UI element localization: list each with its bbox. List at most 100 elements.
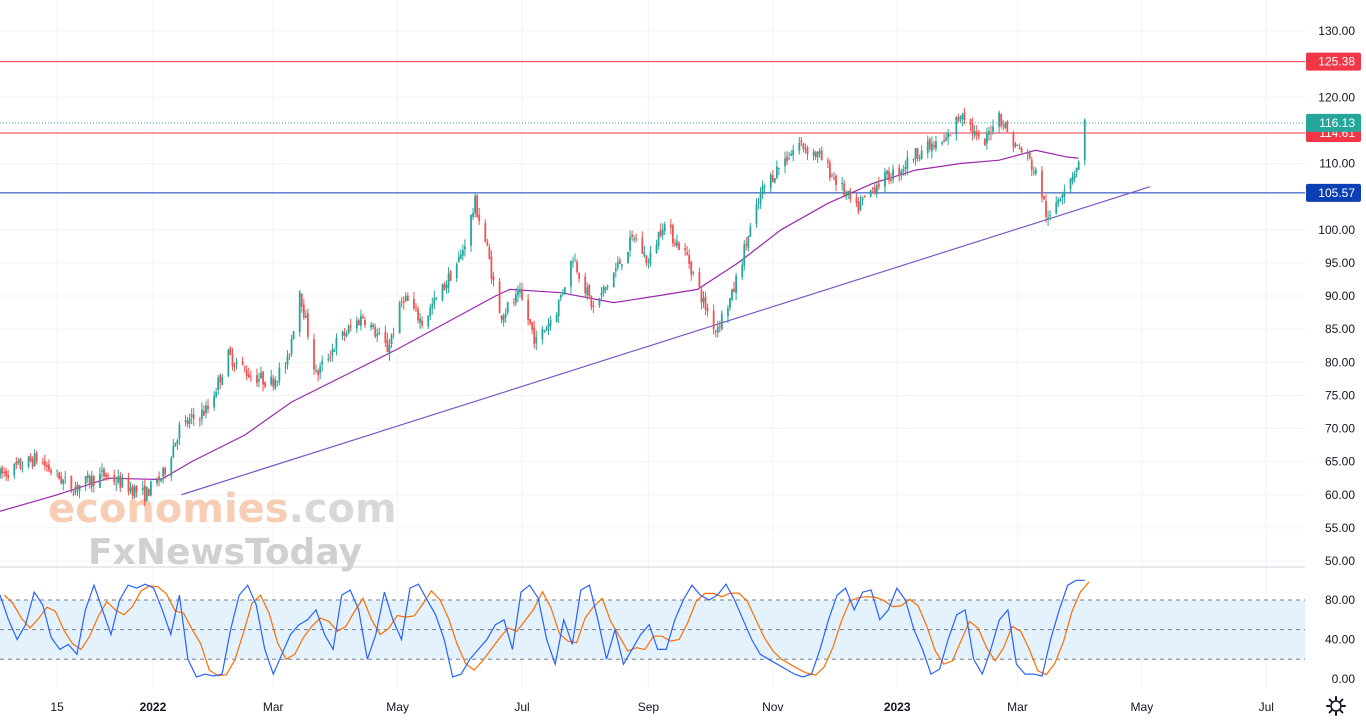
candle	[133, 484, 136, 499]
candle	[74, 481, 77, 496]
candle	[1004, 121, 1007, 130]
horizontal-levels[interactable]	[0, 61, 1305, 194]
candle	[376, 328, 379, 342]
candle-body	[890, 179, 892, 181]
candle-body	[364, 319, 366, 326]
candle	[5, 468, 8, 482]
candle-body	[231, 353, 234, 367]
price-pane[interactable]: economies.com FxNewsToday	[0, 0, 1305, 688]
stochastic-k-line	[0, 579, 1085, 678]
candle-body	[286, 355, 289, 365]
candle-body	[192, 414, 195, 419]
candle	[143, 479, 146, 507]
candle-body	[292, 331, 295, 339]
trendline-layer[interactable]	[181, 186, 1151, 496]
candle	[549, 315, 552, 331]
candle-body	[975, 132, 978, 135]
candle	[388, 338, 391, 361]
candle-body	[714, 330, 717, 332]
candle-body	[329, 356, 332, 358]
candle-body	[545, 328, 548, 332]
candle-body	[74, 486, 77, 494]
candle	[741, 258, 744, 281]
candle-body	[406, 295, 409, 301]
time-tick-label: Jul	[514, 700, 529, 714]
candle-body	[506, 302, 509, 313]
candle	[121, 473, 124, 489]
candle	[659, 223, 662, 238]
candle-body	[327, 358, 330, 360]
candle	[56, 469, 58, 478]
candle-body	[260, 372, 262, 379]
gear-icon[interactable]	[1326, 696, 1346, 716]
candle-body	[784, 158, 786, 167]
trendline[interactable]	[181, 186, 1151, 496]
candle-body	[761, 185, 764, 193]
candle	[107, 472, 109, 481]
candle	[84, 476, 87, 491]
candle-body	[792, 150, 795, 156]
candle	[357, 318, 360, 326]
price-pane-background	[0, 0, 1305, 566]
candle	[349, 318, 352, 332]
candle	[92, 475, 95, 493]
candle-body	[720, 313, 723, 330]
candle	[164, 466, 167, 479]
candle	[19, 457, 22, 471]
price-tick-label: 75.00	[1325, 388, 1355, 402]
candle-body	[947, 132, 950, 139]
candle	[859, 195, 862, 212]
candle	[861, 196, 864, 206]
candle	[1061, 191, 1064, 205]
candle-body	[920, 150, 923, 159]
candle	[916, 147, 919, 162]
candle-body	[559, 295, 562, 299]
candle	[188, 413, 191, 429]
candle	[306, 308, 309, 340]
candle	[421, 316, 423, 329]
candle	[731, 288, 733, 302]
candle-body	[461, 250, 464, 256]
price-axis[interactable]: 130.00 120.00 110.00 100.00 95.00 90.00 85.00 8…	[1318, 24, 1355, 568]
candle	[698, 267, 701, 290]
time-tick-label: 2023	[884, 700, 911, 714]
candle	[172, 438, 175, 459]
candle-body	[514, 294, 517, 304]
candle	[945, 132, 948, 142]
stochastic-pane[interactable]	[0, 579, 1305, 678]
candle	[329, 350, 332, 363]
candle	[692, 271, 695, 277]
candle-body	[421, 320, 423, 326]
candle-body	[372, 324, 375, 328]
candle	[384, 325, 387, 348]
candle-body	[959, 117, 962, 120]
candle-body	[188, 418, 191, 424]
time-axis[interactable]: 15 2022 Mar May Jul Sep Nov 2023 Mar May Jul	[50, 700, 1274, 714]
candle	[64, 470, 67, 485]
candle-body	[888, 171, 890, 181]
candle	[863, 195, 866, 198]
oscillator-axis[interactable]: 80.00 40.00 0.00	[1325, 593, 1355, 686]
candle-body	[845, 193, 848, 195]
candle-body	[1047, 217, 1049, 219]
candle-body	[988, 131, 990, 135]
candle	[527, 294, 530, 326]
candle	[600, 287, 603, 302]
candle-body	[278, 367, 281, 382]
candle	[364, 316, 366, 328]
candle-body	[490, 256, 493, 279]
candle-body	[755, 203, 758, 225]
candle-body	[78, 484, 81, 492]
candle-body	[198, 419, 201, 421]
candle	[198, 417, 201, 427]
candle	[586, 282, 589, 301]
candle	[256, 368, 258, 387]
candle	[343, 327, 346, 342]
candle	[1043, 195, 1045, 201]
candle-body	[702, 297, 705, 302]
candle-body	[147, 488, 150, 497]
candle-body	[227, 349, 230, 376]
candle-body	[1063, 191, 1066, 197]
candle	[260, 366, 262, 380]
